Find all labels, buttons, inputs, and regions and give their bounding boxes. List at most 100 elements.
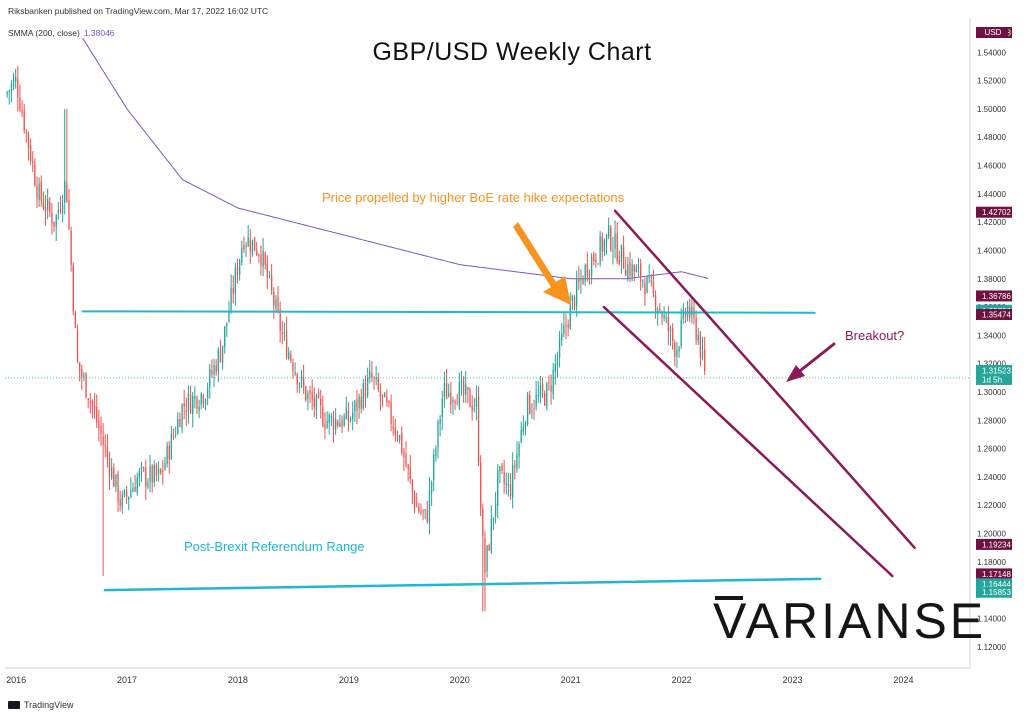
candle-body (418, 506, 420, 512)
candle-body (8, 90, 10, 93)
candle-body (659, 308, 661, 311)
candle-body (57, 210, 59, 213)
candle-body (458, 382, 461, 408)
candle-body (614, 233, 616, 249)
candle-body (573, 296, 576, 308)
candle-body (537, 394, 539, 397)
candle-body (637, 266, 640, 268)
candle-body (332, 417, 335, 430)
candle-body (475, 398, 478, 407)
x-tick-label: 2024 (893, 675, 913, 685)
price-label: 1.19234 (982, 540, 1011, 549)
candle-body (115, 474, 117, 487)
price-label: 1.35474 (982, 311, 1011, 320)
candle-body (44, 207, 47, 213)
candle-body (145, 467, 147, 487)
candle-body (206, 389, 209, 398)
tradingview-label: TradingView (24, 700, 74, 710)
candle-body (494, 503, 497, 516)
candle-body (531, 410, 533, 412)
candle-body (411, 480, 414, 492)
candle-body (548, 382, 550, 384)
candle-body (347, 410, 350, 423)
candle-body (230, 287, 232, 311)
candle-body (454, 401, 456, 403)
candle-body (701, 350, 704, 359)
candle-body (81, 369, 83, 377)
candle-body (633, 265, 635, 272)
candle-body (134, 486, 136, 492)
indicator-legend[interactable]: SMMA (200, close) 1.38046 (8, 28, 115, 38)
channel-upper-line (613, 209, 916, 549)
currency-badge[interactable]: USD (978, 27, 1008, 38)
candle-body (360, 397, 362, 409)
candle-body (569, 302, 571, 330)
candle-body (275, 299, 277, 309)
candle-body (676, 349, 678, 357)
candle-body (492, 517, 495, 521)
candle-body (40, 181, 42, 201)
y-tick-label: 1.42000 (977, 218, 1006, 227)
candle-body (320, 399, 322, 406)
candle-body (179, 418, 181, 428)
indicator-name: SMMA (200, close) (8, 28, 80, 38)
candle-body (130, 490, 132, 497)
candle-body (541, 384, 544, 391)
candle-body (352, 412, 354, 420)
candle-body (55, 215, 57, 227)
x-tick-label: 2021 (561, 675, 581, 685)
candle-body (473, 408, 475, 410)
candle-body (305, 386, 307, 401)
candle-body (110, 467, 113, 478)
candle-body (85, 373, 87, 398)
candle-body (398, 435, 401, 441)
price-label-bg (976, 290, 1012, 302)
candle-body (23, 110, 25, 131)
price-label-bg (976, 364, 1012, 385)
candle-body (106, 446, 109, 458)
candle-body (138, 471, 141, 478)
candle-body (153, 465, 155, 483)
candle-body (296, 374, 298, 385)
candle-body (202, 395, 205, 404)
candle-body (595, 258, 597, 263)
y-tick-label: 1.50000 (977, 105, 1006, 114)
candle-body (343, 416, 345, 426)
candle-body (450, 392, 452, 405)
candle-body (486, 545, 488, 572)
price-label: 1.42702 (982, 208, 1011, 217)
candle-body (484, 538, 486, 573)
price-label-bg (976, 538, 1012, 550)
candle-body (32, 161, 34, 163)
price-label: 1.17148 (982, 570, 1011, 579)
candle-body (430, 481, 433, 493)
candle-body (413, 492, 416, 509)
candle-body (87, 398, 89, 400)
candle-body (678, 347, 680, 352)
candle-body (362, 383, 365, 409)
candle-body (317, 392, 320, 398)
candle-body (445, 383, 448, 399)
candle-body (565, 324, 567, 327)
candle-body (247, 236, 249, 246)
y-tick-label: 1.28000 (977, 416, 1006, 425)
candle-body (558, 337, 561, 358)
candle-body (512, 465, 514, 498)
candle-body (556, 358, 559, 367)
candle-body (66, 183, 68, 203)
candle-body (471, 405, 473, 411)
candle-body (622, 246, 625, 269)
candle-body (443, 383, 446, 397)
candle-body (174, 434, 177, 436)
candle-body (428, 490, 431, 523)
candle-body (123, 490, 126, 495)
candle-body (695, 317, 697, 340)
candle-body (488, 545, 490, 551)
price-label-bg (976, 309, 1012, 321)
candle-body (597, 263, 599, 265)
candle-body (224, 326, 226, 347)
candle-body (646, 276, 648, 294)
candle-body (253, 237, 256, 251)
candle-body (369, 371, 371, 378)
